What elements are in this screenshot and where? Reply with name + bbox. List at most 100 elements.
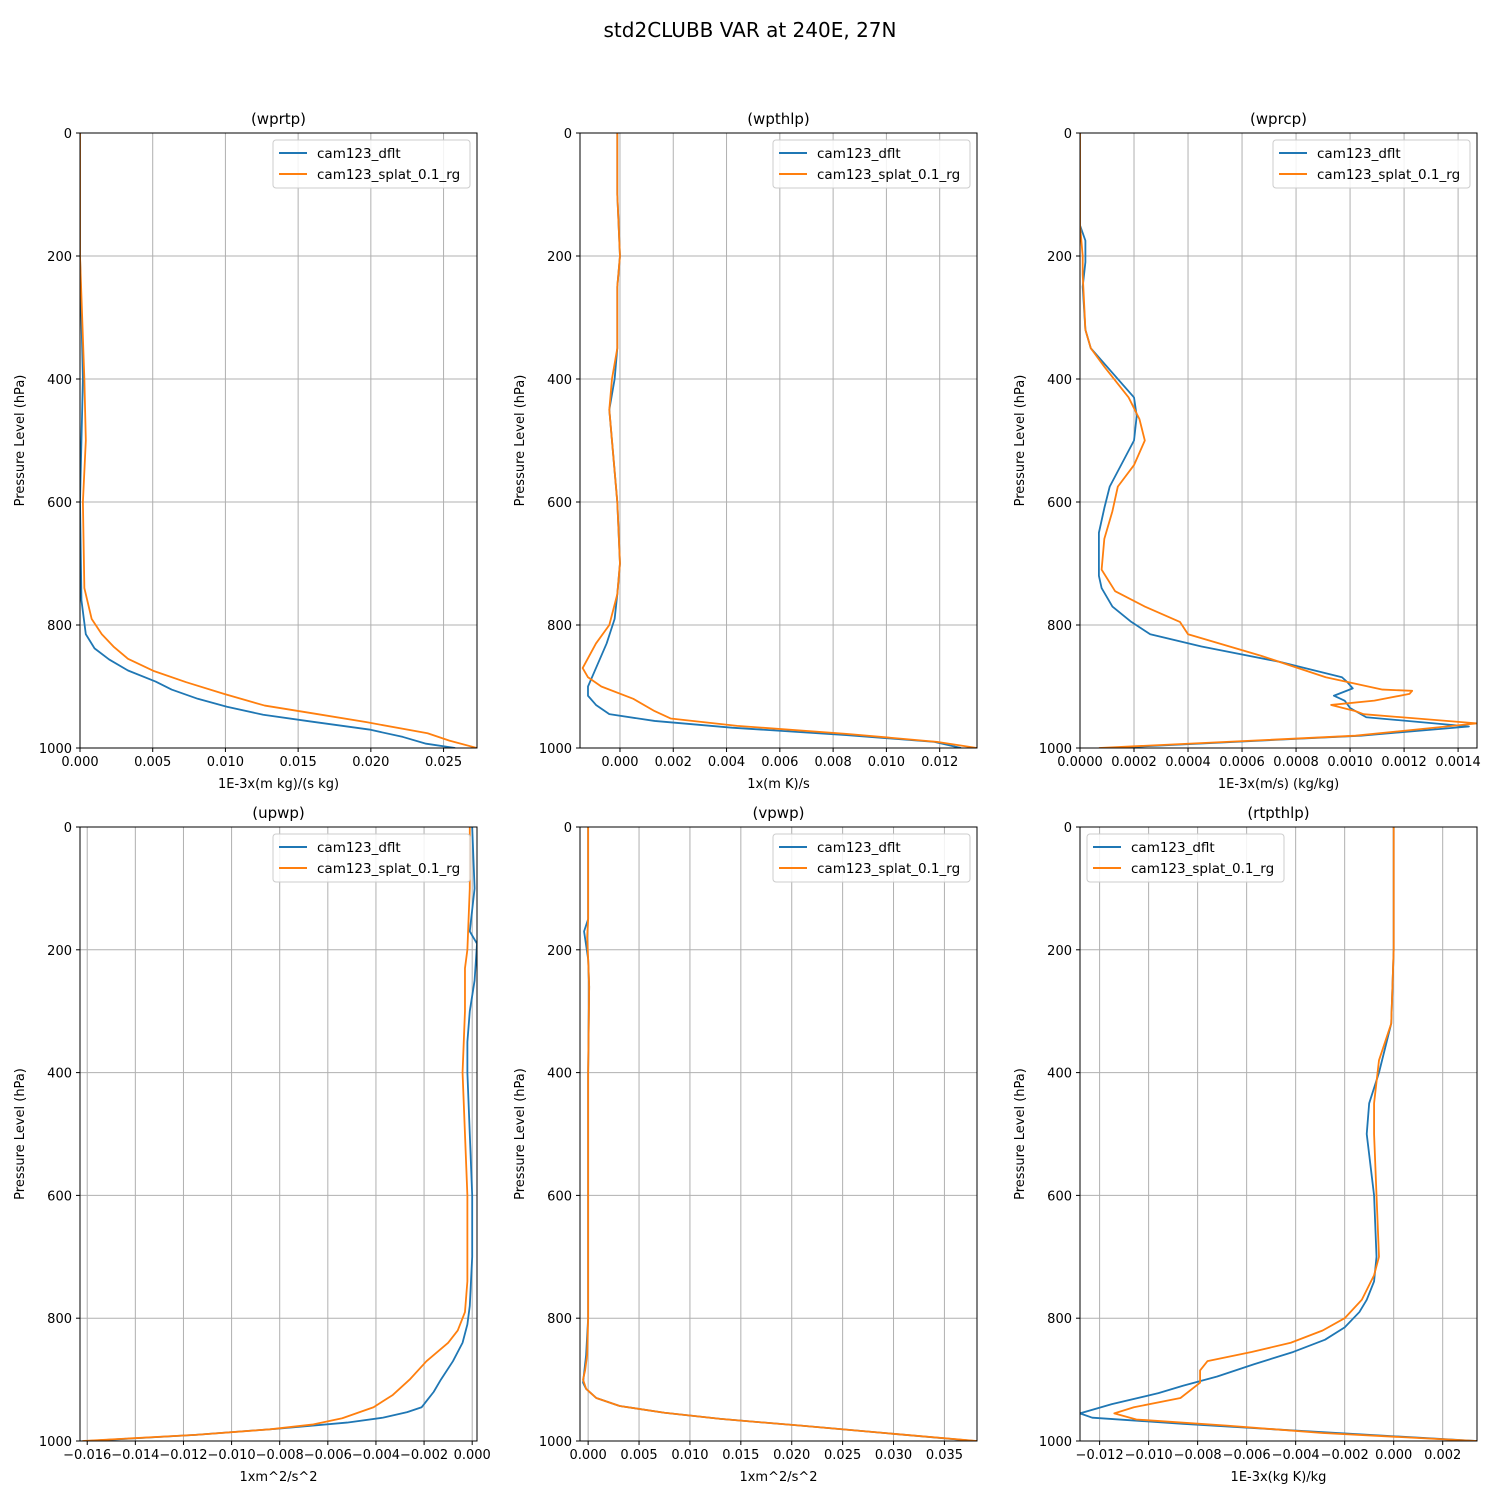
x-tick-label: 0.010 <box>207 755 244 770</box>
y-tick-label: 200 <box>47 250 72 265</box>
chart-panel-3: 0.0000 0.0002 0.0004 0.0006 0.0008 0.0010 0.00… <box>1013 110 1481 792</box>
x-tick-label: 0.000 <box>1375 1448 1412 1463</box>
series-group <box>80 133 477 748</box>
y-tick-label: 200 <box>547 250 572 265</box>
series-group <box>582 827 977 1441</box>
y-tick-label: 800 <box>1047 619 1072 634</box>
y-tick-label: 800 <box>547 1312 572 1327</box>
series-group <box>1080 827 1477 1441</box>
x-tick-label: 0.0000 <box>1057 755 1103 770</box>
y-tick-label: 200 <box>1047 944 1072 959</box>
legend: cam123_dflt cam123_splat_0.1_rg <box>272 139 471 189</box>
x-tick-label: 0.025 <box>425 755 462 770</box>
y-tick-label: 400 <box>547 373 572 388</box>
y-tick-label: 800 <box>547 619 572 634</box>
legend-box <box>272 833 471 883</box>
x-tick-label: −0.012 <box>1076 1448 1124 1463</box>
legend-label-2: cam123_splat_0.1_rg <box>1317 167 1460 183</box>
x-tick-label: −0.008 <box>1174 1448 1222 1463</box>
x-tick-label: −0.012 <box>159 1448 207 1463</box>
x-tick-label: −0.006 <box>304 1448 352 1463</box>
series-line-1 <box>87 827 477 1441</box>
axes-frame <box>1079 826 1478 1442</box>
x-tick-label: −0.004 <box>1272 1448 1320 1463</box>
y-tick-label: 1000 <box>539 1435 572 1450</box>
x-tick-label: 0.0008 <box>1273 755 1319 770</box>
y-tick-label: 0 <box>564 821 572 836</box>
x-axis-label: 1E-3x(m kg)/(s kg) <box>218 777 339 792</box>
y-tick-label: 200 <box>547 944 572 959</box>
legend-label-1: cam123_dflt <box>317 146 401 162</box>
series-line-1 <box>1080 827 1477 1441</box>
y-tick-label: 400 <box>1047 1067 1072 1082</box>
axes-frame <box>1079 132 1478 749</box>
y-tick-label: 200 <box>47 944 72 959</box>
y-tick-label: 1000 <box>1039 742 1072 757</box>
legend-box <box>1086 833 1285 883</box>
y-tick-label: 600 <box>47 496 72 511</box>
x-axis-label: 1E-3x(kg K)/kg <box>1231 1470 1327 1485</box>
y-axis-label: Pressure Level (hPa) <box>13 1068 28 1200</box>
x-tick-label: −0.006 <box>1223 1448 1271 1463</box>
legend-label-2: cam123_splat_0.1_rg <box>317 167 460 183</box>
chart-panel-2: 0.000 0.002 0.004 0.006 0.008 0.010 0.012 0 200 4… <box>513 110 978 792</box>
x-axis-label: 1xm^2/s^2 <box>239 1470 317 1485</box>
x-tick-label: 0.0004 <box>1165 755 1211 770</box>
chart-title: (wprcp) <box>1250 110 1307 128</box>
x-tick-label: 0.0006 <box>1219 755 1265 770</box>
y-axis-label: Pressure Level (hPa) <box>513 375 528 507</box>
y-tick-label: 600 <box>47 1189 72 1204</box>
x-tick-label: 0.012 <box>921 755 958 770</box>
y-tick-label: 1000 <box>39 1435 72 1450</box>
x-tick-label: 0.004 <box>708 755 745 770</box>
x-tick-label: −0.004 <box>352 1448 400 1463</box>
x-tick-label: 0.0014 <box>1435 755 1481 770</box>
legend: cam123_dflt cam123_splat_0.1_rg <box>772 139 971 189</box>
y-tick-label: 1000 <box>539 742 572 757</box>
y-tick-label: 600 <box>547 496 572 511</box>
y-tick-label: 400 <box>47 373 72 388</box>
series-line-2 <box>82 827 471 1441</box>
axes-frame <box>579 826 978 1442</box>
legend-box <box>1272 139 1471 189</box>
legend-box <box>772 833 971 883</box>
chart-panel-1: 0.000 0.005 0.010 0.015 0.020 0.025 0 200 400 600… <box>13 110 478 792</box>
y-tick-label: 0 <box>1064 127 1072 142</box>
x-tick-label: −0.002 <box>400 1448 448 1463</box>
x-axis-label: 1E-3x(m/s) (kg/kg) <box>1218 777 1339 792</box>
y-tick-label: 1000 <box>1039 1435 1072 1450</box>
legend-box <box>772 139 971 189</box>
legend-label-2: cam123_splat_0.1_rg <box>817 167 960 183</box>
chart-title: (vpwp) <box>753 804 805 822</box>
x-tick-label: 0.010 <box>671 1448 708 1463</box>
legend-label-2: cam123_splat_0.1_rg <box>1131 861 1274 877</box>
series-line-1 <box>80 133 456 748</box>
x-tick-label: 0.000 <box>61 755 98 770</box>
chart-panel-6: −0.012 −0.010 −0.008 −0.006 −0.004 −0.002 0.00… <box>1013 804 1478 1485</box>
x-tick-label: 0.015 <box>722 1448 759 1463</box>
x-tick-label: 0.030 <box>875 1448 912 1463</box>
x-tick-label: 0.002 <box>655 755 692 770</box>
x-axis-label: 1x(m K)/s <box>747 777 810 792</box>
chart-panel-4: −0.016 −0.014 −0.012 −0.010 −0.008 −0.006 −0.0… <box>13 804 491 1485</box>
chart-title: (upwp) <box>252 804 305 822</box>
axes-frame <box>79 826 478 1442</box>
x-tick-label: −0.010 <box>208 1448 256 1463</box>
x-tick-label: −0.010 <box>1125 1448 1173 1463</box>
x-tick-label: 0.000 <box>601 755 638 770</box>
y-tick-label: 1000 <box>39 742 72 757</box>
series-line-2 <box>581 133 977 748</box>
chart-title: (rtpthlp) <box>1247 804 1309 822</box>
x-tick-label: 0.006 <box>761 755 798 770</box>
x-tick-label: 0.008 <box>815 755 852 770</box>
x-tick-label: 0.0010 <box>1327 755 1373 770</box>
series-group <box>581 133 977 748</box>
y-tick-label: 0 <box>64 127 72 142</box>
legend: cam123_dflt cam123_splat_0.1_rg <box>1272 139 1471 189</box>
y-tick-label: 400 <box>1047 373 1072 388</box>
legend-label-1: cam123_dflt <box>317 840 401 856</box>
chart-panel-5: 0.000 0.005 0.010 0.015 0.020 0.025 0.030 0.035… <box>513 804 978 1485</box>
y-tick-label: 0 <box>64 821 72 836</box>
y-axis-label: Pressure Level (hPa) <box>13 375 28 507</box>
x-tick-label: 0.005 <box>620 1448 657 1463</box>
